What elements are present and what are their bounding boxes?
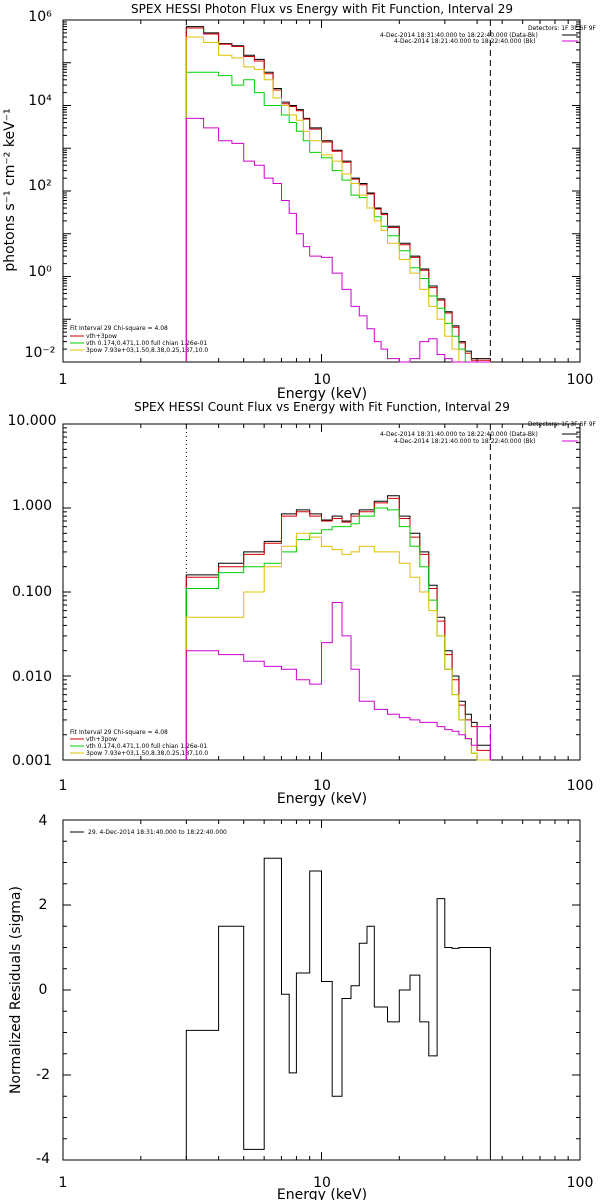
count-flux-y-tick: 10.000 [8,413,57,429]
residuals-y-tick: 4 [39,813,48,829]
residuals-legend-text: 29. 4-Dec-2014 18:31:40.000 to 18:22:40.… [88,829,227,836]
count-flux-legend-data: 4-Dec-2014 18:31:40.000 to 18:22:40.000 … [380,431,538,438]
residuals-y-tick: 0 [39,982,48,998]
photon-flux-x-tick: 10 [313,372,331,388]
series-3pow-line [185,36,491,363]
count-flux-xlabel: Energy (keV) [277,791,367,807]
residuals-y-tick: -4 [36,1151,50,1167]
photon-flux-y-tick: 10⁴ [28,93,52,109]
count-flux-x-tick: 100 [567,778,594,794]
count-flux-detector-legend: Detectors: 1F 3F 6F 9F 4-Dec-2014 18:31:… [380,421,597,445]
plot-frame [62,423,581,761]
plot-area-1 [62,423,581,761]
photon-flux-xlabel: Energy (keV) [277,386,367,402]
photon-flux-panel: SPEX HESSI Photon Flux vs Energy with Fi… [2,2,597,402]
count-flux-x-tick: 1 [59,778,68,794]
photon-flux-fit-legend: Fit Interval 29 Chi-square = 4.08 vth+3p… [70,325,208,354]
count-flux-fit-legend: Fit Interval 29 Chi-square = 4.08 vth+3p… [70,729,208,757]
count-flux-y-tick: 0.100 [12,584,52,600]
photon-flux-fit-3pow: 3pow 7.93e+03,1.50,8.38,0.25,187,10.0 [86,347,208,354]
photon-flux-fit-interval: Fit Interval 29 Chi-square = 4.08 [70,325,168,332]
residuals-x-tick: 10 [313,1175,331,1191]
photon-flux-y-tick: 10⁰ [28,264,52,280]
residuals-panel: Normalized Residuals (sigma) Energy (keV… [8,813,594,1203]
residuals-x-tick: 1 [59,1175,68,1191]
photon-flux-x-tick: 100 [567,372,594,388]
residuals-y-tick: 2 [39,897,48,913]
series-bk-line [185,117,491,363]
series-vth-3pow-line [185,497,491,760]
count-flux-fit-interval: Fit Interval 29 Chi-square = 4.08 [70,729,168,736]
photon-flux-ylabel: photons s⁻¹ cm⁻² keV⁻¹ [2,108,18,271]
series-bk-line [185,602,491,760]
plot-area-0 [62,19,581,363]
count-flux-y-tick: 0.010 [12,669,52,685]
photon-flux-fit-total: vth+3pow [86,333,117,340]
plot-frame [62,19,581,363]
series-3pow-line [185,532,491,761]
count-flux-title: SPEX HESSI Count Flux vs Energy with Fit… [134,400,510,414]
photon-flux-title: SPEX HESSI Photon Flux vs Energy with Fi… [131,2,513,16]
count-flux-legend-bk: 4-Dec-2014 18:21:40.000 to 18:22:40.000 … [394,438,536,445]
count-flux-fit-total: vth+3pow [86,736,117,743]
plot-area-2 [62,819,581,1161]
residuals-x-tick: 100 [567,1175,594,1191]
residuals-xlabel: Energy (keV) [277,1187,367,1200]
residuals-y-tick: -2 [36,1067,50,1083]
series-vth-line [185,71,491,363]
photon-flux-legend-bk: 4-Dec-2014 18:21:40.000 to 18:22:40.000 … [394,38,536,45]
residuals-ylabel: Normalized Residuals (sigma) [8,886,24,1094]
plot-elements [62,19,581,1161]
count-flux-fit-3pow: 3pow 7.93e+03,1.50,8.38,0.25,187,10.0 [86,750,208,757]
count-flux-fit-vth: vth 0.174,0.471,1.00 full chian 1.26e-01 [86,743,207,750]
photon-flux-detectors-text: Detectors: 1F 3F 6F 9F [528,25,597,32]
count-flux-panel: SPEX HESSI Count Flux vs Energy with Fit… [8,400,597,807]
photon-flux-legend-data: 4-Dec-2014 18:31:40.000 to 18:22:40.000 … [380,32,538,39]
photon-flux-y-tick: 10⁶ [28,9,52,25]
photon-flux-fit-vth: vth 0.174,0.471,1.00 full chian 1.26e-01 [86,340,207,347]
photon-flux-y-tick: 10⁻² [25,345,56,361]
count-flux-y-tick: 0.001 [12,753,52,769]
photon-flux-y-tick: 10² [28,178,51,194]
photon-flux-detector-legend: Detectors: 1F 3F 6F 9F 4-Dec-2014 18:31:… [380,25,597,45]
photon-flux-x-tick: 1 [59,372,68,388]
count-flux-x-tick: 10 [313,778,331,794]
count-flux-y-tick: 1.000 [12,498,52,514]
series-residuals-line [185,857,491,1160]
